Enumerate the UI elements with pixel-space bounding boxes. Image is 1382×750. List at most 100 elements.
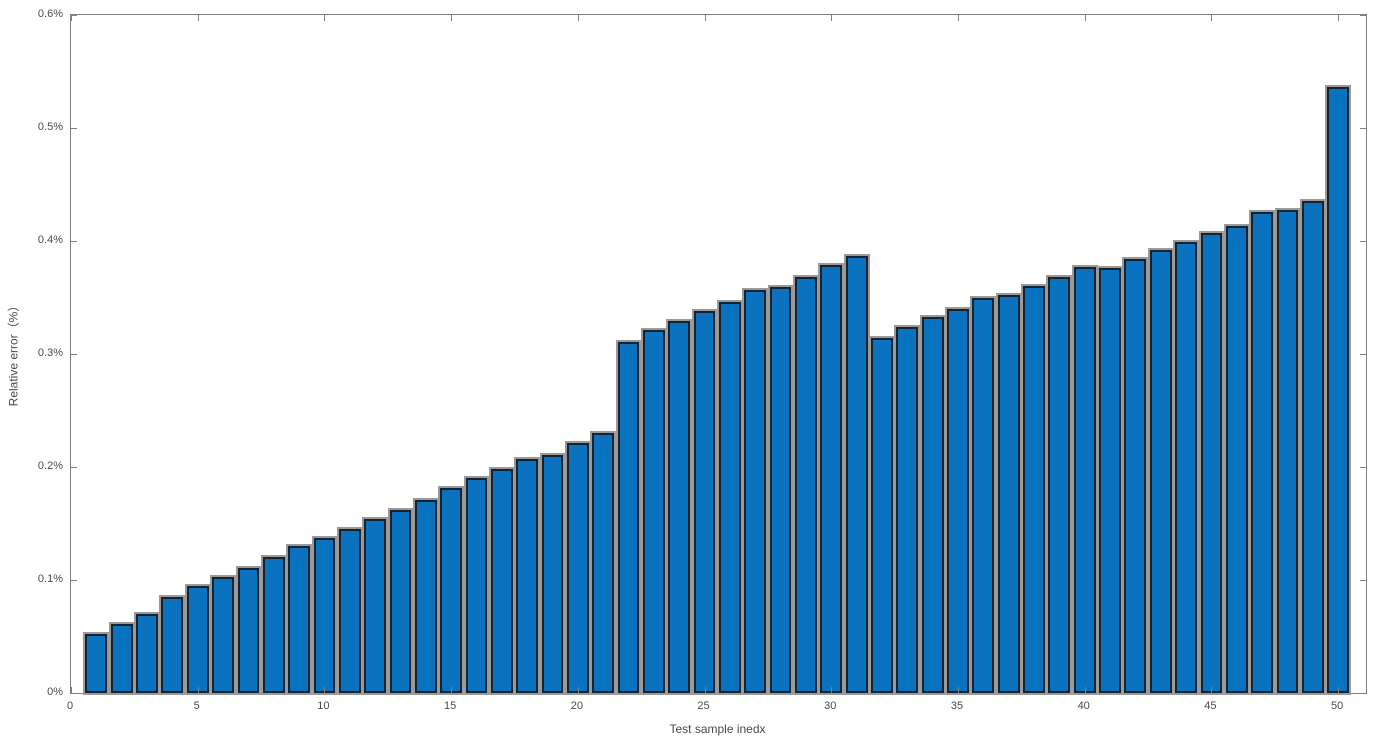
bar bbox=[769, 287, 792, 693]
y-tick-mark bbox=[71, 15, 77, 16]
x-tick-label: 35 bbox=[950, 700, 964, 712]
x-tick-mark bbox=[957, 687, 959, 693]
bar bbox=[288, 546, 310, 693]
x-tick-mark bbox=[1338, 15, 1340, 21]
x-tick-label: 15 bbox=[444, 700, 457, 712]
y-tick-mark bbox=[1360, 128, 1366, 129]
bar bbox=[212, 576, 234, 693]
y-tick-mark bbox=[1360, 15, 1366, 16]
x-tick-mark bbox=[71, 687, 72, 693]
x-tick-mark bbox=[704, 687, 706, 693]
y-tick-mark bbox=[1360, 693, 1366, 694]
y-tick-mark bbox=[71, 354, 77, 355]
bar bbox=[1124, 259, 1147, 693]
y-tick-label: 0.3% bbox=[37, 347, 63, 359]
bar bbox=[85, 634, 108, 693]
y-tick-mark bbox=[71, 467, 77, 468]
bar bbox=[541, 454, 564, 693]
x-tick-mark bbox=[831, 15, 833, 21]
bar bbox=[465, 478, 488, 693]
bar bbox=[1327, 87, 1349, 693]
y-tick-mark bbox=[71, 241, 77, 242]
bar bbox=[566, 443, 589, 693]
x-tick-mark bbox=[577, 15, 579, 21]
bar bbox=[262, 557, 285, 693]
bar bbox=[364, 518, 386, 693]
x-tick-mark bbox=[324, 15, 326, 21]
y-tick-label: 0.4% bbox=[37, 234, 63, 246]
x-tick-mark bbox=[577, 687, 579, 693]
y-tick-label: 0.1% bbox=[37, 573, 63, 585]
bar bbox=[795, 277, 817, 693]
x-tick-mark bbox=[451, 15, 453, 21]
bar bbox=[997, 295, 1020, 693]
bar bbox=[440, 488, 463, 693]
bar bbox=[414, 499, 437, 693]
x-tick-mark bbox=[1338, 687, 1340, 693]
bar bbox=[642, 330, 665, 693]
x-axis-title: Test sample inedx bbox=[669, 722, 766, 736]
bar bbox=[1073, 266, 1096, 693]
bar bbox=[237, 567, 260, 693]
bar bbox=[617, 341, 640, 693]
bar bbox=[1225, 226, 1248, 693]
y-tick-label: 0.6% bbox=[37, 8, 63, 20]
bar bbox=[389, 509, 412, 693]
y-tick-mark bbox=[1360, 354, 1366, 355]
bar bbox=[693, 311, 716, 693]
x-tick-mark bbox=[1211, 15, 1213, 21]
x-tick-label: 10 bbox=[317, 700, 330, 712]
y-tick-label: 0.5% bbox=[37, 121, 63, 133]
bar bbox=[1048, 277, 1071, 693]
x-tick-mark bbox=[957, 15, 959, 21]
x-tick-mark bbox=[71, 15, 72, 21]
bar bbox=[820, 264, 843, 693]
x-tick-label: 5 bbox=[193, 700, 200, 712]
bar bbox=[845, 255, 868, 693]
bar bbox=[110, 624, 133, 693]
bar bbox=[972, 297, 995, 693]
bar bbox=[1251, 211, 1273, 693]
x-tick-label: 20 bbox=[570, 700, 583, 712]
y-tick-label: 0% bbox=[47, 686, 63, 698]
x-tick-label: 40 bbox=[1077, 700, 1090, 712]
x-tick-label: 25 bbox=[697, 700, 710, 712]
plot-area bbox=[70, 14, 1367, 694]
bar bbox=[1149, 250, 1172, 693]
bar bbox=[719, 302, 741, 693]
bar bbox=[136, 613, 158, 693]
x-tick-mark bbox=[324, 687, 326, 693]
y-axis-title: Relative error（%） bbox=[6, 299, 21, 407]
x-tick-mark bbox=[197, 15, 199, 21]
bar bbox=[592, 433, 615, 693]
bar bbox=[161, 596, 184, 693]
y-tick-label: 0.2% bbox=[37, 460, 63, 472]
bar bbox=[668, 321, 691, 693]
bar bbox=[1023, 286, 1045, 693]
y-tick-mark bbox=[1360, 467, 1366, 468]
bar bbox=[1200, 233, 1223, 693]
bar bbox=[871, 338, 893, 693]
bar bbox=[1099, 268, 1121, 693]
x-tick-mark bbox=[451, 687, 453, 693]
y-tick-mark bbox=[71, 128, 77, 129]
bar bbox=[1301, 201, 1324, 693]
x-tick-label: 50 bbox=[1330, 700, 1344, 712]
x-tick-label: 0 bbox=[66, 700, 74, 712]
x-tick-label: 45 bbox=[1204, 700, 1217, 712]
bar bbox=[744, 289, 767, 693]
bar bbox=[313, 538, 336, 693]
x-tick-mark bbox=[704, 15, 706, 21]
y-tick-mark bbox=[1360, 241, 1366, 242]
bar bbox=[490, 469, 513, 693]
x-tick-label: 30 bbox=[824, 700, 837, 712]
bar bbox=[186, 585, 209, 693]
bar bbox=[338, 529, 361, 693]
bar bbox=[921, 316, 944, 693]
y-tick-mark bbox=[71, 580, 77, 581]
bar bbox=[516, 459, 539, 693]
bar bbox=[1175, 242, 1197, 693]
x-tick-mark bbox=[1084, 687, 1086, 693]
y-tick-mark bbox=[1360, 580, 1366, 581]
